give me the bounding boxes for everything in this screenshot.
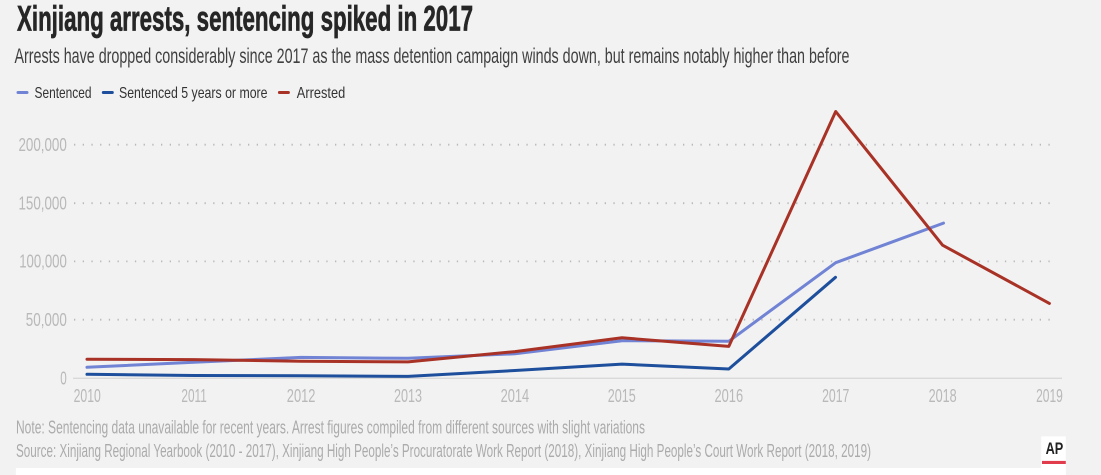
svg-text:AP: AP [1046,440,1064,458]
svg-text:2015: 2015 [608,385,636,406]
svg-text:2017: 2017 [822,385,849,406]
svg-text:2018: 2018 [929,385,957,406]
svg-text:Note: Sentencing data unavaila: Note: Sentencing data unavailable for re… [16,417,645,437]
svg-text:2010: 2010 [74,385,101,406]
svg-text:Sentenced 5 years or more: Sentenced 5 years or more [119,85,268,102]
svg-text:0: 0 [60,368,67,389]
svg-text:Xinjiang arrests, sentencing s: Xinjiang arrests, sentencing spiked in 2… [17,0,473,39]
svg-text:2011: 2011 [181,385,206,406]
svg-text:2012: 2012 [287,385,316,406]
svg-text:2014: 2014 [501,385,530,406]
svg-text:100,000: 100,000 [19,251,67,272]
svg-text:150,000: 150,000 [19,192,67,213]
svg-text:Sentenced: Sentenced [35,85,92,102]
svg-text:Source: Xinjiang Regional Year: Source: Xinjiang Regional Yearbook (2010… [16,441,871,461]
svg-text:Arrests have dropped considera: Arrests have dropped considerably since … [15,45,850,68]
svg-text:Arrested: Arrested [297,85,345,102]
svg-text:2013: 2013 [394,385,422,406]
svg-text:50,000: 50,000 [26,309,67,330]
svg-text:2016: 2016 [715,385,744,406]
svg-text:200,000: 200,000 [19,134,67,155]
svg-text:2019: 2019 [1036,385,1063,406]
